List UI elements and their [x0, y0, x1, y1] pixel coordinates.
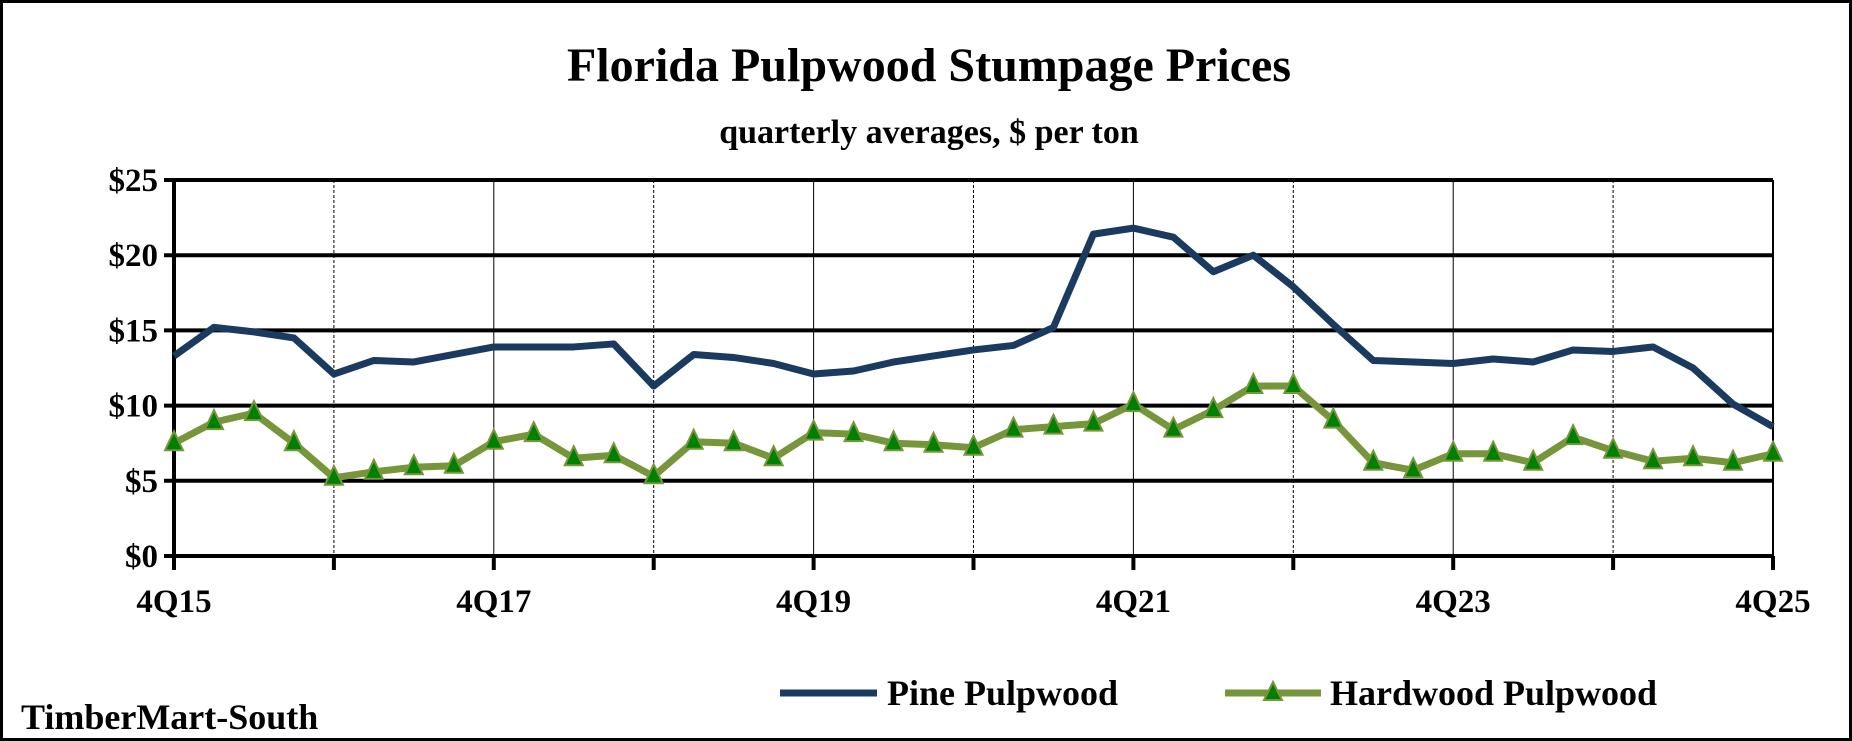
- y-tick-label: $25: [109, 163, 159, 199]
- hardwood-data-point: [643, 461, 665, 485]
- hardwood-data-point: [962, 433, 985, 456]
- source-label: TimberMart-South: [21, 697, 318, 737]
- hardwood-data-point: [1562, 422, 1584, 446]
- legend-pine-label: Pine Pulpwood: [887, 673, 1118, 713]
- hardwood-data-point: [683, 427, 705, 450]
- x-tick-label: 4Q21: [1096, 584, 1171, 620]
- pine-pulpwood-line: [171, 224, 1775, 430]
- hardwood-data-point: [283, 428, 305, 452]
- hardwood-data-point: [1642, 446, 1664, 470]
- hardwood-data-point: [363, 457, 385, 480]
- hardwood-data-point: [203, 407, 225, 431]
- hardwood-data-point: [1042, 412, 1065, 435]
- x-tick-label: 4Q25: [1735, 584, 1810, 620]
- hardwood-data-point: [1082, 409, 1105, 432]
- hardwood-data-point: [1362, 448, 1384, 471]
- y-tick-label: $0: [125, 539, 158, 575]
- hardwood-data-point: [1402, 455, 1424, 479]
- chart-subtitle: quarterly averages, $ per ton: [719, 114, 1139, 151]
- hardwood-data-point: [1202, 395, 1224, 419]
- hardwood-data-point: [1522, 448, 1544, 471]
- hardwood-data-point: [603, 440, 625, 464]
- x-tick-label: 4Q17: [456, 584, 531, 620]
- hardwood-data-point: [763, 443, 785, 467]
- hardwood-data-point: [563, 443, 585, 467]
- hardwood-data-point: [1162, 415, 1184, 438]
- legend: Pine Pulpwood Hardwood Pulpwood: [780, 673, 1657, 713]
- x-tick-label: 4Q15: [136, 584, 211, 620]
- legend-hardwood-label: Hardwood Pulpwood: [1330, 673, 1657, 713]
- hardwood-data-point: [1762, 439, 1784, 462]
- hardwood-data-point: [163, 428, 185, 452]
- hardwood-data-point: [803, 418, 825, 441]
- hardwood-data-point: [323, 463, 345, 486]
- chart-title: Florida Pulpwood Stumpage Prices: [567, 39, 1291, 92]
- line-chart: Florida Pulpwood Stumpage Prices quarter…: [21, 39, 1811, 737]
- x-tick-label: 4Q23: [1416, 584, 1491, 620]
- y-tick-label: $20: [109, 238, 159, 274]
- hardwood-data-point: [1322, 406, 1344, 429]
- series-group: [163, 224, 1784, 486]
- grid: [164, 178, 1775, 570]
- y-tick-label: $5: [125, 464, 158, 500]
- hardwood-data-point: [1242, 371, 1264, 395]
- tick-labels: $0 $5 $10 $15 $20 $25 4Q15 4Q17 4Q19 4Q21 4Q23 4Q25: [109, 163, 1811, 620]
- hardwood-data-point: [523, 419, 545, 443]
- hardwood-data-point: [1122, 389, 1144, 413]
- hardwood-data-point: [1002, 415, 1025, 438]
- y-tick-label: $15: [109, 313, 159, 349]
- hardwood-data-point: [443, 451, 465, 474]
- hardwood-data-point: [842, 419, 865, 443]
- hardwood-data-point: [1482, 439, 1504, 462]
- hardwood-data-point: [1682, 443, 1704, 467]
- hardwood-data-point: [1442, 439, 1464, 462]
- hardwood-data-point: [243, 398, 265, 422]
- hardwood-data-point: [483, 427, 505, 450]
- x-tick-label: 4Q19: [776, 584, 851, 620]
- hardwood-data-point: [922, 430, 945, 453]
- hardwood-data-point: [1602, 436, 1624, 459]
- hardwood-data-point: [403, 452, 425, 476]
- hardwood-data-point: [1722, 448, 1744, 471]
- hardwood-data-point: [882, 428, 905, 452]
- legend-hardwood-marker: [1262, 679, 1284, 701]
- hardwood-data-point: [1282, 371, 1304, 395]
- y-tick-label: $10: [109, 389, 159, 425]
- hardwood-data-point: [723, 428, 745, 452]
